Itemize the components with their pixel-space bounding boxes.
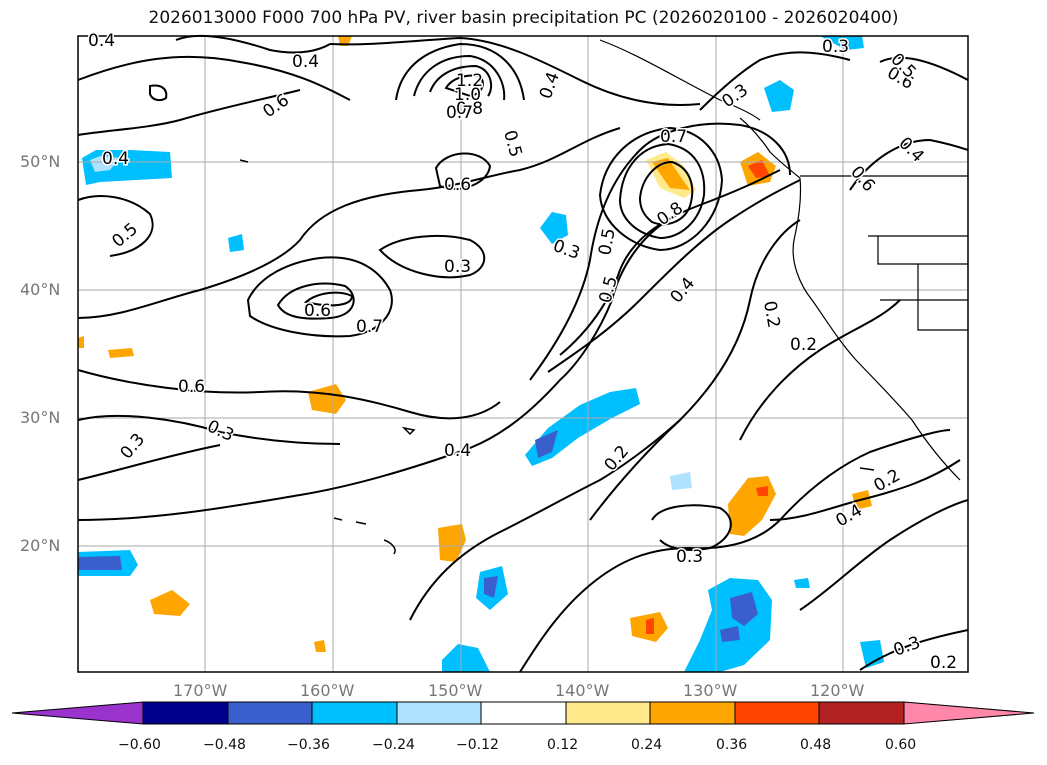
colorbar-tick-label: −0.24 [372, 737, 415, 753]
contour-label: 0.6 [304, 301, 331, 321]
contour-label: 0.4 [292, 52, 319, 72]
lon-label-160w: 160°W [300, 681, 355, 700]
contour-label: 0.7 [446, 103, 473, 123]
colorbar-tick-label: 0.12 [547, 737, 579, 753]
pv-contours [77, 34, 969, 673]
contour-label: 0.3 [117, 430, 150, 464]
contour-label: 0.5 [499, 128, 525, 159]
contour-label: 0.4 [444, 441, 471, 461]
contour-label: 0.3 [444, 257, 471, 277]
contour-label: 1.0 [454, 85, 481, 105]
contour-label: 0.4 [667, 274, 700, 308]
contour-label: 0.5 [595, 227, 619, 257]
contour-label: 0.6 [846, 162, 879, 196]
contour-label: 0.3 [550, 236, 582, 264]
contour-label: 0.4 [88, 31, 115, 51]
contour-label: 0.2 [759, 299, 783, 329]
contour-label: 0.2 [790, 335, 817, 355]
contour-label: 1.2 [456, 71, 483, 91]
coastlines [599, 39, 968, 481]
colorbar-tick-label: 0.24 [631, 737, 663, 753]
lon-label-170w: 170°W [173, 681, 228, 700]
colorbar-tick-label: −0.36 [287, 737, 330, 753]
lon-label-150w: 150°W [428, 681, 483, 700]
precip-shading [78, 36, 884, 672]
lon-label-120w: 120°W [810, 681, 865, 700]
contour-label: 0.6 [444, 175, 471, 195]
contour-label: 0.6 [259, 90, 293, 122]
contour-label: 0.3 [676, 547, 703, 567]
contour-label: 0.2 [601, 442, 634, 476]
colorbar-tick-label: 0.48 [800, 737, 832, 753]
lat-label-40n: 40°N [20, 280, 61, 299]
islands [239, 159, 875, 555]
contour-label: 0.4 [536, 69, 564, 101]
contour-label: 0.3 [204, 416, 237, 446]
colorbar [11, 701, 1035, 725]
lat-label-50n: 50°N [20, 152, 61, 171]
colorbar-tick-label: 0.36 [716, 737, 748, 753]
contour-label: 0.8 [456, 99, 483, 119]
contour-label: 0.3 [891, 633, 923, 661]
lat-label-30n: 30°N [20, 408, 61, 427]
contour-label: 0.4 [102, 149, 129, 169]
contour-label: 0.5 [596, 274, 622, 305]
contour-label: 0.6 [178, 377, 205, 397]
lat-label-20n: 20°N [20, 536, 61, 555]
lon-label-140w: 140°W [555, 681, 610, 700]
contour-label: 0.2 [930, 653, 957, 673]
contour-label: 0.2 [871, 465, 904, 496]
contour-label: 0.7 [356, 317, 383, 337]
lon-label-130w: 130°W [683, 681, 738, 700]
contour-label: 0.3 [718, 80, 752, 112]
map-title: 2026013000 F000 700 hPa PV, river basin … [148, 8, 899, 28]
colorbar-tick-label: −0.60 [118, 737, 161, 753]
graticule [78, 36, 968, 672]
colorbar-tick-label: 0.60 [885, 737, 917, 753]
contour-label: 0.7 [660, 127, 687, 147]
contour-labels: 0.40.40.61.21.00.80.70.50.4 0.30.70.40.60… [87, 30, 959, 675]
contour-label: 0.3 [822, 37, 849, 57]
colorbar-tick-label: −0.12 [456, 737, 499, 753]
colorbar-tick-label: −0.48 [203, 737, 246, 753]
